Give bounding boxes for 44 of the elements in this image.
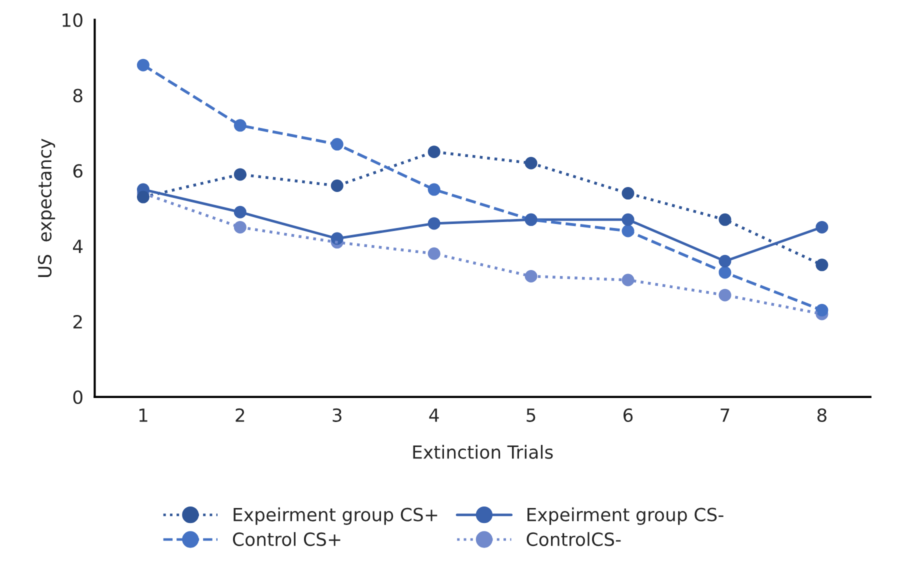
x-tick-label: 6 xyxy=(624,408,633,422)
point xyxy=(816,220,828,234)
point xyxy=(234,168,246,181)
point xyxy=(234,206,246,218)
y-axis-title: US expectancy xyxy=(38,138,56,277)
x-tick-label: 1 xyxy=(139,408,148,422)
y-tick-label: 0 xyxy=(73,390,82,404)
point xyxy=(524,270,538,282)
point xyxy=(524,156,538,170)
x-axis-title: Extinction Trials xyxy=(413,444,553,459)
point xyxy=(428,146,440,158)
x-tick-label: 4 xyxy=(429,408,439,422)
legend-label: ControlCS- xyxy=(526,532,621,546)
point xyxy=(330,232,344,245)
y-tick-label: 8 xyxy=(73,88,82,102)
point xyxy=(622,224,634,238)
legend-label: Expeirment group CS+ xyxy=(234,507,438,525)
point xyxy=(622,187,634,200)
y-tick-label: 6 xyxy=(73,164,82,178)
y-tick-label: 2 xyxy=(73,314,82,328)
x-tick-label: 5 xyxy=(526,408,536,422)
point xyxy=(136,190,150,204)
point xyxy=(234,119,246,132)
legend-label: Control CS+ xyxy=(232,532,340,546)
y-tick-label: 4 xyxy=(72,240,83,253)
point xyxy=(330,180,344,192)
point xyxy=(718,213,732,226)
point xyxy=(136,58,150,72)
legend-label: Expeirment group CS- xyxy=(528,507,724,525)
point xyxy=(718,266,732,279)
x-tick-label: 2 xyxy=(236,408,244,422)
point xyxy=(816,304,828,316)
point xyxy=(428,217,440,230)
x-tick-label: 3 xyxy=(332,408,342,422)
point xyxy=(234,220,246,234)
point xyxy=(816,258,828,272)
point xyxy=(622,274,634,286)
point xyxy=(330,138,344,151)
point xyxy=(428,183,440,196)
point xyxy=(622,213,634,226)
y-tick-label: 10 xyxy=(62,13,82,27)
x-tick-label: 7 xyxy=(720,408,730,422)
point xyxy=(718,254,732,268)
x-tick-label: 8 xyxy=(817,408,826,422)
